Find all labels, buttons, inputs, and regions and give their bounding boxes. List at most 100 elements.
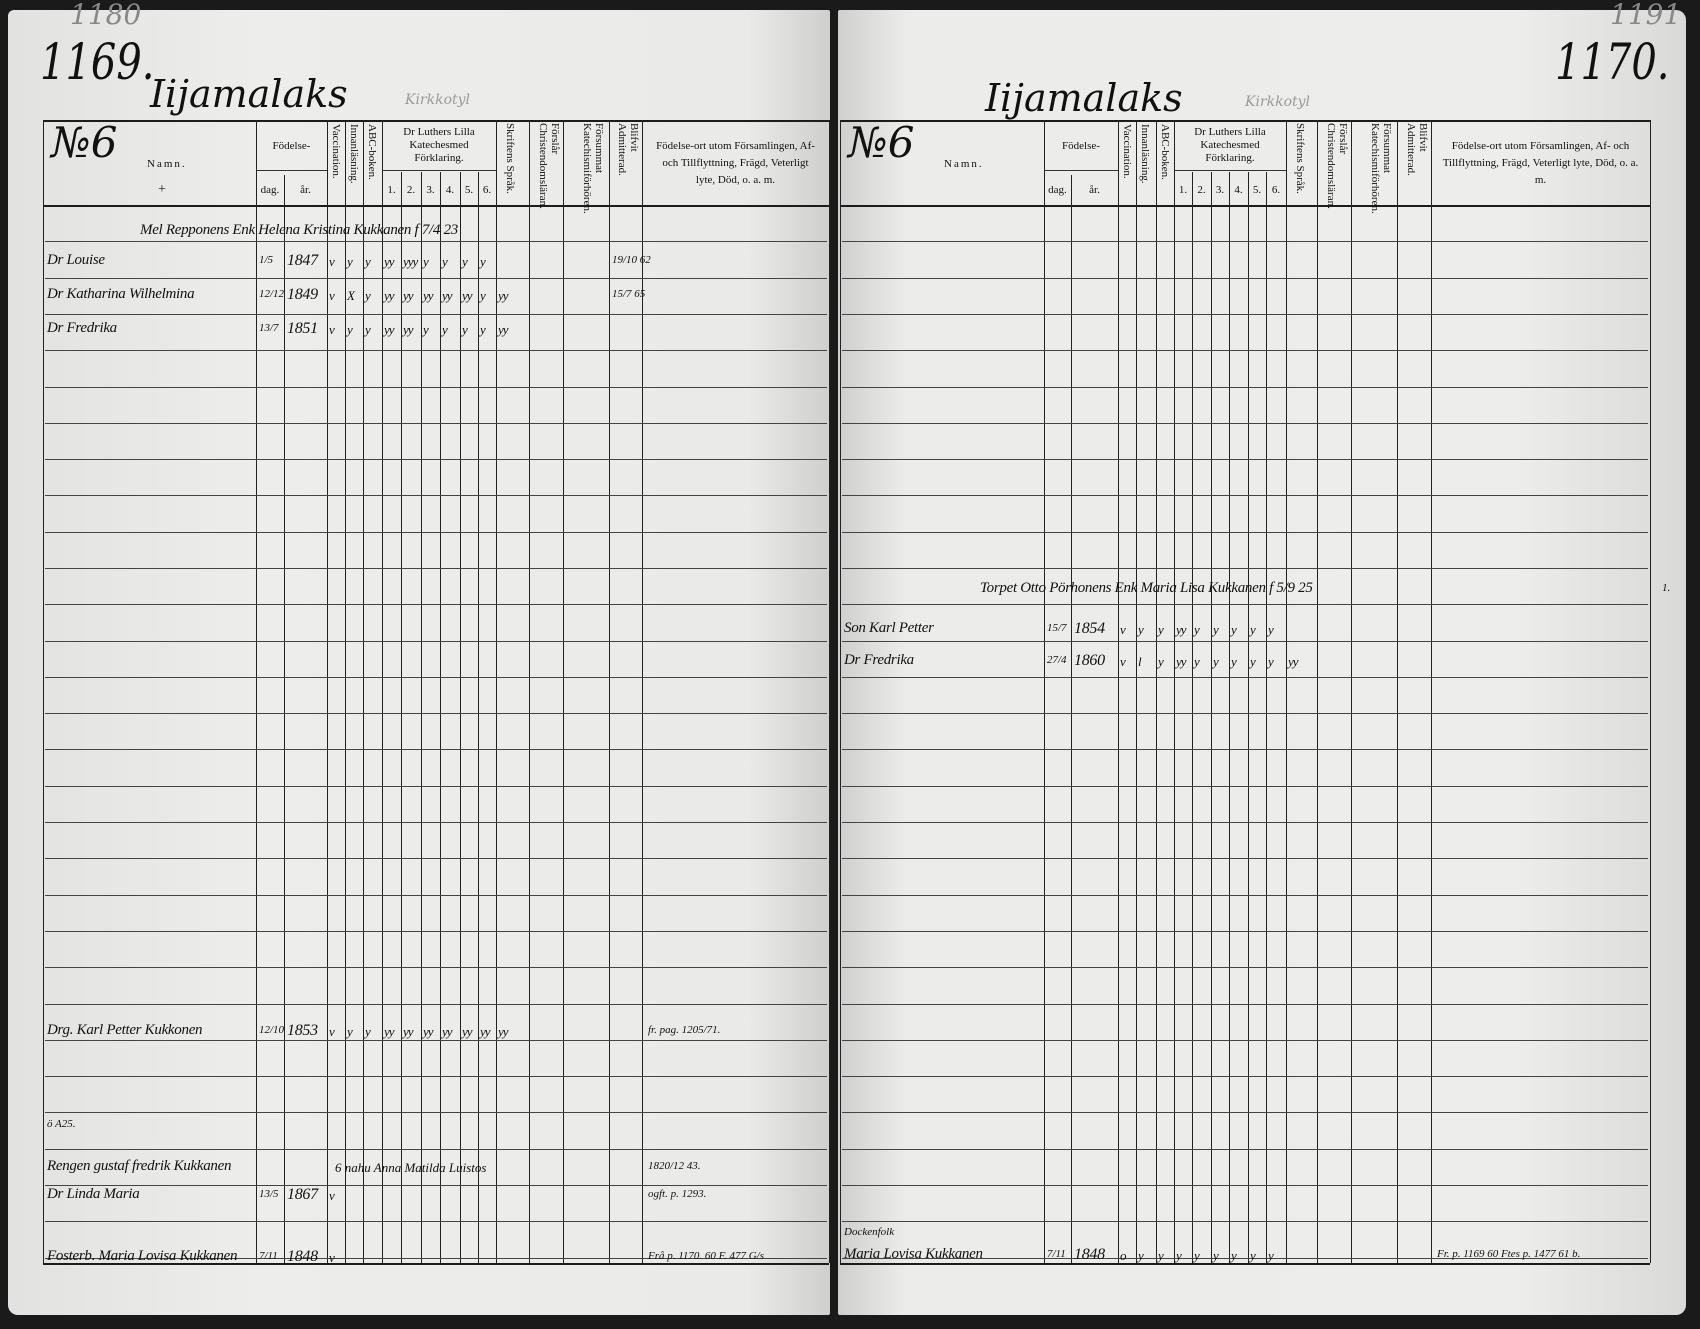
right-col-abc: ABC-boken. — [1159, 124, 1171, 180]
left-entry-mark: yy — [480, 1024, 491, 1039]
left-column-rule — [256, 120, 257, 1263]
right-ruled-line — [842, 1004, 1648, 1005]
right-entry-mark: y — [1138, 1248, 1144, 1263]
right-ruled-line — [842, 387, 1648, 388]
left-entry-mark: y — [462, 254, 468, 269]
left-ruled-line — [45, 1258, 827, 1259]
left-entry-mark: y — [347, 1024, 353, 1039]
left-parish-title: Iijamalaks — [150, 72, 348, 116]
left-column-rule — [460, 172, 461, 1263]
left-entry-mark: yy — [384, 322, 395, 337]
left-col-dag: dag. — [260, 184, 280, 196]
right-table-left-border — [840, 120, 841, 1263]
right-ruled-line — [842, 677, 1648, 678]
right-ruled-line — [842, 713, 1648, 714]
left-col-innanlasning: Innanläsning. — [348, 124, 360, 184]
right-ruled-line — [842, 749, 1648, 750]
left-column-rule — [529, 120, 530, 1263]
left-col-name: Namn. — [147, 158, 187, 170]
left-column-rule — [401, 172, 402, 1263]
left-entry-birth-year: 1853 — [287, 1022, 318, 1039]
left-page-number: 1169. — [40, 33, 155, 91]
right-entry-mark: y — [1213, 654, 1219, 669]
left-entry-mark: yy — [384, 288, 395, 303]
left-entry-mark: yy — [403, 1024, 414, 1039]
left-entry-mark: v — [329, 322, 335, 337]
left-entry-mark: yy — [384, 254, 395, 269]
right-ruled-line — [842, 858, 1648, 859]
left-entry-mark: y — [480, 322, 486, 337]
right-col-vaccination: Vaccination. — [1121, 124, 1133, 179]
left-ruled-line — [45, 1040, 827, 1041]
right-entry-remark: 1. — [1662, 582, 1671, 594]
left-ruled-line — [45, 314, 827, 315]
right-entry-mark: y — [1194, 1248, 1200, 1263]
left-page — [8, 10, 830, 1315]
left-entry-mark: yy — [423, 1024, 434, 1039]
left-col-katekes-part: 1. — [387, 184, 396, 196]
left-ruled-line — [45, 822, 827, 823]
right-entry-birth-year: 1854 — [1074, 620, 1105, 637]
left-house-number: №6 — [51, 118, 118, 167]
left-entry-admitted: 19/10 62 — [612, 254, 651, 266]
left-entry-mark: X — [347, 288, 355, 303]
left-entry-birth-year: 1848 — [287, 1248, 318, 1265]
left-column-rule — [642, 120, 643, 1263]
right-entry-remark: Fr. p. 1169 60 Ftes p. 1477 61 b. — [1437, 1248, 1581, 1260]
right-col-katekes-part: 5. — [1252, 184, 1262, 196]
left-entry-mark: y — [480, 254, 486, 269]
left-column-rule — [609, 120, 610, 1263]
right-ruled-line — [842, 604, 1648, 605]
left-entry-mark: yy — [498, 322, 509, 337]
left-entry-mark: yy — [384, 1024, 395, 1039]
right-col-name: Namn. — [944, 158, 984, 170]
left-entry-mark: yy — [442, 288, 453, 303]
right-column-rule — [1229, 172, 1230, 1263]
left-entry-mark: yy — [403, 322, 414, 337]
left-ruled-line — [45, 278, 827, 279]
right-ruled-line — [842, 967, 1648, 968]
left-ruled-line — [45, 423, 827, 424]
left-entry-birth-day: 7/11 — [259, 1250, 278, 1262]
right-column-rule — [1286, 120, 1287, 1263]
right-column-rule — [1044, 120, 1045, 1263]
right-entry-mark: yy — [1288, 654, 1299, 669]
right-col-katekes-part: 6. — [1271, 184, 1281, 196]
right-entry-birth-year: 1848 — [1074, 1246, 1105, 1263]
left-entry-mark: y — [442, 254, 448, 269]
right-old-page-number: 1191 — [1610, 0, 1682, 31]
right-ruled-line — [842, 1112, 1648, 1113]
left-ruled-line — [45, 568, 827, 569]
right-ruled-line — [842, 822, 1648, 823]
right-column-rule — [1174, 120, 1175, 1263]
right-column-rule — [1118, 120, 1119, 1263]
right-ruled-line — [842, 459, 1648, 460]
right-ruled-line — [842, 1221, 1648, 1222]
right-ruled-line — [842, 314, 1648, 315]
right-ruled-line — [842, 241, 1648, 242]
left-col-forsummat: Försummat Katechismiförhören. — [581, 123, 605, 214]
left-entry-birth-day: 12/12 — [259, 288, 285, 300]
left-entry-mark: v — [329, 288, 335, 303]
left-entry-name: Dr Fredrika — [47, 320, 117, 336]
left-entry-mark: y — [462, 322, 468, 337]
left-entry-mark: y — [365, 1024, 371, 1039]
left-entry-mark: yyy — [403, 254, 418, 269]
left-entry-birth-year: 1851 — [287, 320, 318, 337]
left-column-rule — [478, 172, 479, 1263]
left-ruled-line — [45, 1004, 827, 1005]
left-ruled-line — [45, 786, 827, 787]
left-ruled-line — [45, 1185, 827, 1186]
left-entry-remark: fr. pag. 1205/71. — [648, 1024, 721, 1036]
left-ruled-line — [45, 677, 827, 678]
right-entry-birth-day: 27/4 — [1047, 654, 1067, 666]
right-entry-birth-day: 15/7 — [1047, 622, 1067, 634]
right-entry-mark: y — [1268, 622, 1274, 637]
left-ruled-line — [45, 931, 827, 932]
right-entry-mark: v — [1120, 654, 1126, 669]
right-entry-birth-day: 7/11 — [1047, 1248, 1066, 1260]
left-table-bottom-rule — [43, 1263, 829, 1265]
right-col-skrift: Skriftens Språk. — [1294, 123, 1306, 194]
left-entry-remark: Frå p. 1170. 60 F. 477 G/s — [648, 1250, 765, 1262]
left-entry-name: Mel Repponens Enk Helena Kristina Kukkan… — [140, 222, 458, 238]
